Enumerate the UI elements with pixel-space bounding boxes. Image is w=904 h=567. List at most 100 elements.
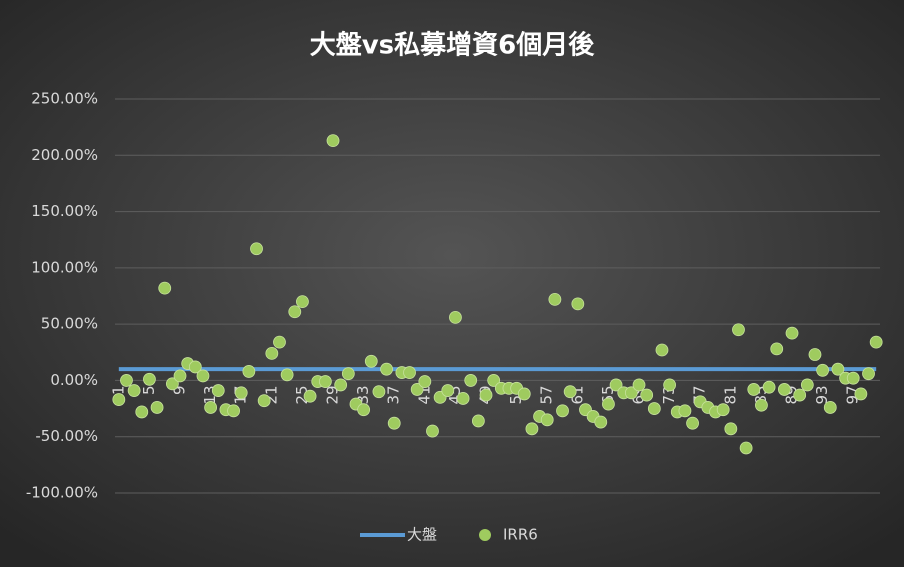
data-point [127, 384, 141, 397]
x-tick-label: 93 [813, 385, 831, 404]
y-tick-label: -50.00% [35, 427, 98, 445]
data-point [273, 335, 286, 349]
data-point [571, 297, 585, 311]
data-point [831, 362, 845, 376]
data-point [548, 292, 562, 306]
x-tick-label: 81 [721, 385, 739, 404]
y-tick-label: 0.00% [50, 371, 98, 389]
data-point [602, 397, 615, 411]
data-point [808, 348, 822, 361]
data-point [632, 378, 646, 392]
data-point [334, 378, 348, 392]
data-point [318, 375, 332, 388]
data-point [372, 385, 386, 399]
data-point [112, 393, 126, 406]
data-point [265, 347, 279, 360]
data-point [387, 416, 401, 430]
data-point [785, 326, 799, 340]
data-point [770, 342, 784, 356]
data-point [724, 422, 738, 436]
data-point [410, 383, 424, 396]
data-point [793, 388, 807, 402]
data-point [257, 394, 271, 408]
legend-label: 大盤 [407, 526, 437, 544]
data-point [471, 414, 485, 428]
data-point [204, 401, 218, 414]
data-point [211, 384, 225, 397]
data-point [732, 323, 745, 337]
data-point [280, 368, 294, 382]
data-point [747, 383, 761, 396]
data-point [479, 388, 493, 402]
data-point [288, 305, 302, 319]
data-point [755, 398, 768, 412]
data-point [380, 362, 393, 376]
legend-swatch [479, 529, 491, 541]
data-point [165, 377, 179, 391]
data-point [242, 365, 256, 378]
data-point [357, 403, 371, 417]
data-point [227, 404, 240, 418]
data-point [624, 386, 638, 400]
data-point [464, 374, 478, 387]
data-point [426, 424, 439, 438]
data-point [640, 388, 654, 402]
y-tick-label: 100.00% [31, 258, 98, 276]
data-point [303, 389, 317, 403]
data-point [525, 422, 539, 436]
data-point [678, 404, 692, 418]
y-tick-label: 250.00% [31, 90, 98, 108]
data-point [418, 375, 432, 388]
data-point [686, 416, 699, 430]
x-tick-label: 29 [324, 385, 342, 404]
data-point [716, 403, 730, 417]
data-point [143, 372, 156, 386]
data-point [120, 374, 133, 387]
x-tick-label: 9 [171, 385, 189, 395]
data-point [663, 378, 677, 392]
x-tick-label: 37 [385, 385, 403, 404]
data-point [816, 363, 830, 377]
data-point [158, 281, 172, 295]
data-point [777, 383, 791, 396]
y-tick-label: 150.00% [31, 202, 98, 220]
data-point [739, 441, 753, 455]
data-point [250, 242, 263, 256]
data-point [655, 343, 669, 357]
data-point [173, 369, 187, 383]
data-point [647, 402, 661, 415]
data-point [854, 387, 868, 401]
data-point [188, 360, 202, 374]
y-tick-label: 200.00% [31, 146, 98, 164]
data-point [823, 401, 837, 414]
y-tick-label: 50.00% [41, 315, 98, 333]
data-point [609, 378, 623, 392]
data-point [449, 310, 462, 324]
data-point [296, 295, 309, 309]
data-point [196, 369, 210, 383]
data-point [594, 415, 608, 429]
x-tick-label: 57 [538, 385, 556, 404]
data-point [341, 367, 355, 381]
data-point [540, 413, 554, 427]
data-point [326, 134, 340, 148]
data-point [862, 367, 875, 381]
data-point [403, 366, 416, 379]
data-point [234, 386, 248, 400]
data-point [364, 354, 378, 368]
data-point [487, 374, 501, 387]
x-tick-label: 73 [660, 385, 678, 404]
data-point [441, 384, 455, 397]
data-point [869, 335, 883, 349]
data-point [150, 401, 164, 414]
data-point [762, 380, 776, 394]
data-point [135, 405, 149, 419]
data-point [800, 378, 814, 392]
data-point [556, 404, 569, 418]
data-point [517, 387, 531, 401]
data-point [456, 392, 470, 405]
x-tick-label: 1 [109, 385, 127, 395]
